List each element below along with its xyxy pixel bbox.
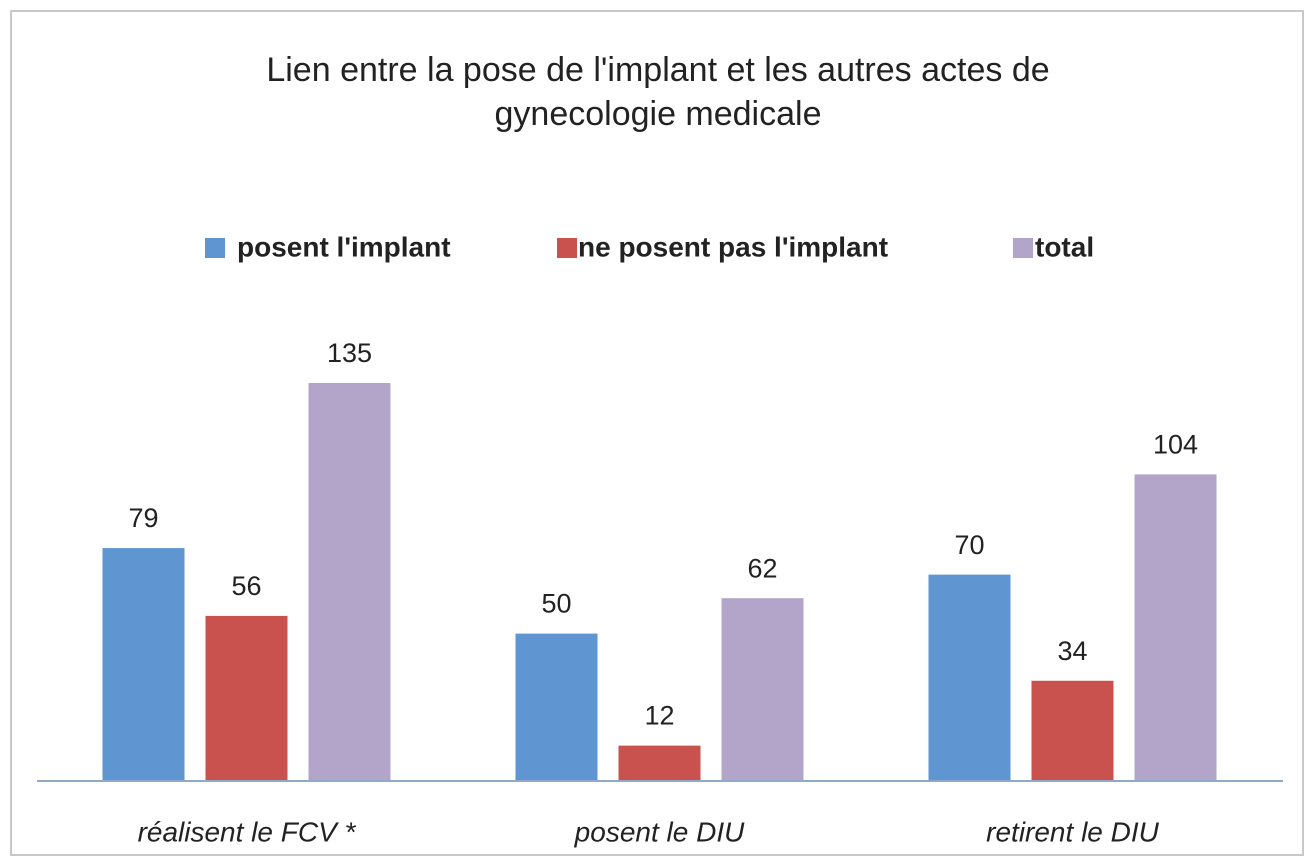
legend-label: total: [1035, 231, 1094, 262]
x-tick-label: réalisent le FCV *: [138, 816, 357, 847]
legend-swatch: [557, 238, 577, 258]
value-label: 62: [747, 553, 777, 583]
bar: [205, 615, 288, 781]
value-label: 12: [644, 701, 674, 731]
bar: [1134, 474, 1217, 781]
value-label: 70: [954, 530, 984, 560]
value-label: 79: [128, 503, 158, 533]
chart-frame: [10, 10, 1304, 856]
chart-title: Lien entre la pose de l'implant et les a…: [266, 51, 1050, 133]
bar: [515, 633, 598, 781]
bar: [618, 745, 701, 781]
bar: [721, 598, 804, 781]
x-tick-label: retirent le DIU: [986, 816, 1159, 847]
legend-swatch: [1013, 238, 1033, 258]
bar: [308, 383, 391, 781]
value-label: 104: [1153, 430, 1198, 460]
bar: [928, 574, 1011, 781]
legend-swatch: [205, 238, 225, 258]
legend-label: ne posent pas l'implant: [578, 231, 888, 262]
bar: [102, 548, 185, 781]
title-box: Lien entre la pose de l'implant et les a…: [0, 48, 1316, 136]
value-label: 50: [541, 589, 571, 619]
bar: [1031, 680, 1114, 781]
value-label: 34: [1057, 636, 1087, 666]
value-label: 135: [327, 338, 372, 368]
legend-label: posent l'implant: [237, 231, 451, 262]
value-label: 56: [231, 571, 261, 601]
x-tick-label: posent le DIU: [574, 816, 745, 847]
